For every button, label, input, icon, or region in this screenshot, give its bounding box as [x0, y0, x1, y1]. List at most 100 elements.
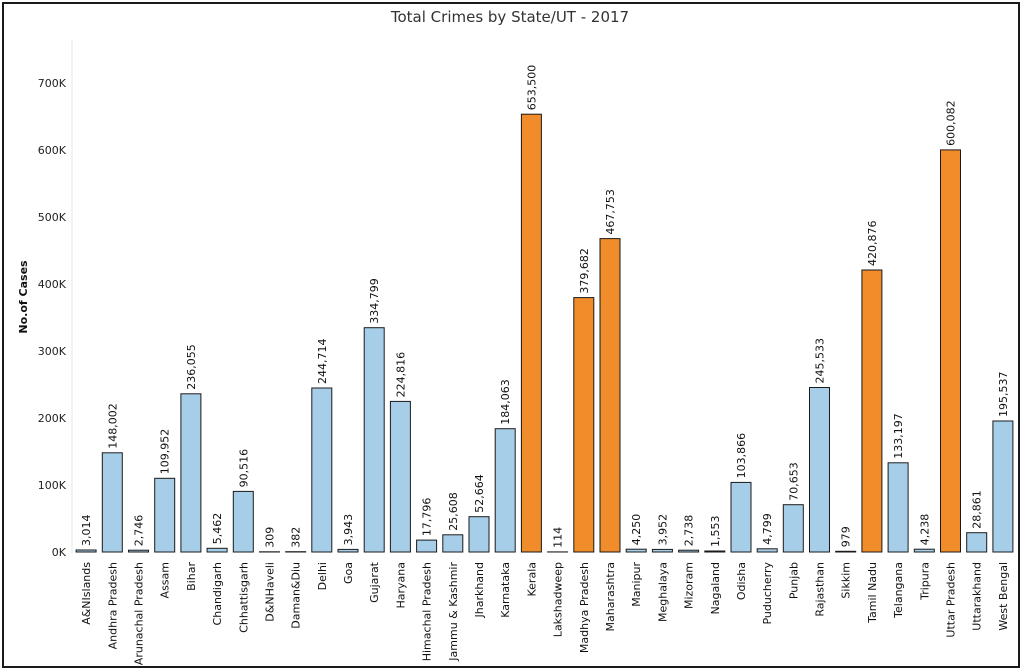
x-tick-label: Mizoram	[683, 562, 696, 609]
y-tick-label: 500K	[38, 211, 67, 224]
x-tick-label: Kerala	[525, 562, 538, 597]
bar	[730, 481, 752, 553]
x-tick-label: D&NHaveli	[264, 562, 277, 622]
x-tick-label: Manipur	[630, 562, 643, 607]
data-label: 2,746	[133, 515, 146, 547]
y-tick-label: 700K	[38, 77, 67, 90]
x-tick-label: Uttar Pradesh	[945, 562, 958, 638]
bar	[232, 490, 254, 553]
x-tick-label: Lakshadweep	[552, 562, 565, 637]
bar	[494, 428, 516, 553]
data-label: 236,055	[185, 344, 198, 390]
x-tick-label: Goa	[342, 562, 355, 584]
data-label: 25,608	[447, 492, 460, 531]
x-tick-labels: A&NIslands Andhra Pradesh Arunachal Prades…	[80, 561, 1010, 665]
data-label: 2,738	[683, 515, 696, 547]
y-tick-label: 200K	[38, 412, 67, 425]
x-tick-label: A&NIslands	[80, 562, 93, 625]
x-tick-label: Meghalaya	[656, 562, 669, 622]
x-tick-label: Andhra Pradesh	[106, 562, 119, 649]
x-tick-label: Haryana	[394, 562, 407, 609]
x-tick-label: Assam	[159, 562, 172, 598]
bar	[861, 269, 883, 553]
x-tick-label: Madhya Pradesh	[578, 562, 591, 653]
data-label: 5,462	[211, 513, 224, 545]
bar	[704, 550, 726, 553]
x-tick-label: Odisha	[735, 562, 748, 600]
data-label: 309	[264, 527, 277, 548]
x-tick-label: Nagaland	[709, 562, 722, 614]
data-label: 70,653	[787, 462, 800, 501]
bar	[416, 539, 438, 553]
y-axis-label: No.of Cases	[17, 260, 30, 334]
bar	[206, 547, 228, 553]
x-tick-label: West Bengal	[997, 562, 1010, 631]
x-tick-label: Uttarakhand	[971, 562, 984, 631]
data-label: 52,664	[473, 474, 486, 513]
data-label: 245,533	[814, 338, 827, 384]
bar	[625, 548, 647, 553]
bar	[678, 549, 700, 553]
data-label: 334,799	[368, 278, 381, 324]
bar	[520, 113, 542, 553]
data-label: 133,197	[892, 413, 905, 459]
y-tick-label: 300K	[38, 345, 67, 358]
y-tick-label: 100K	[38, 479, 67, 492]
data-label: 3,014	[80, 515, 93, 547]
bar	[363, 327, 385, 553]
x-tick-label: Tripura	[918, 562, 931, 601]
bar	[75, 549, 97, 553]
data-label: 653,500	[525, 65, 538, 111]
data-label: 103,866	[735, 433, 748, 479]
bar	[573, 297, 595, 553]
data-label: 109,952	[159, 429, 172, 475]
data-label: 3,952	[656, 514, 669, 546]
data-label: 90,516	[237, 449, 250, 488]
x-tick-label: Rajasthan	[814, 562, 827, 617]
bar	[468, 516, 490, 553]
x-tick-label: Arunachal Pradesh	[133, 562, 146, 665]
x-tick-label: Himachal Pradesh	[421, 562, 434, 661]
bar	[154, 477, 176, 553]
x-tick-label: Gujarat	[368, 561, 381, 603]
y-tick-label: 600K	[38, 144, 67, 157]
bar	[651, 548, 673, 553]
data-label: 148,002	[106, 403, 119, 449]
bar	[835, 550, 857, 553]
data-label: 4,250	[630, 514, 643, 546]
bar	[389, 400, 411, 553]
x-tick-label: Maharashtra	[604, 562, 617, 632]
x-tick-label: Bihar	[185, 562, 198, 591]
x-tick-label: Tamil Nadu	[866, 562, 879, 624]
data-label: 195,537	[997, 372, 1010, 418]
x-tick-label: Delhi	[316, 562, 329, 590]
bar	[809, 387, 830, 553]
data-label: 4,799	[761, 513, 774, 545]
x-tick-label: Sikkim	[840, 562, 853, 599]
bar	[887, 462, 909, 553]
data-label: 3,943	[342, 514, 355, 546]
x-tick-label: Jharkhand	[473, 562, 486, 619]
y-ticks: 0K 100K 200K 300K 400K 500K 600K 700K	[38, 77, 67, 559]
data-label: 979	[840, 526, 853, 547]
data-label: 224,816	[394, 352, 407, 398]
y-tick-label: 400K	[38, 278, 67, 291]
x-tick-label: Karnataka	[499, 562, 512, 618]
x-tick-label: Chhattisgarh	[237, 562, 250, 633]
data-labels: 3,014 148,002 2,746 109,952 236,055 5,462 90,5…	[80, 65, 1010, 548]
data-label: 1,553	[709, 516, 722, 548]
x-tick-label: Daman&Diu	[290, 562, 303, 629]
x-tick-label: Chandigarh	[211, 562, 224, 625]
bar	[180, 393, 202, 553]
bar	[913, 548, 935, 553]
x-tick-label: Punjab	[787, 562, 800, 599]
chart-title: Total Crimes by State/UT - 2017	[390, 8, 630, 26]
bar	[992, 420, 1014, 553]
data-label: 244,714	[316, 339, 329, 385]
data-label: 420,876	[866, 221, 879, 267]
bar	[101, 452, 123, 553]
data-label: 467,753	[604, 189, 617, 235]
bar	[337, 548, 359, 553]
